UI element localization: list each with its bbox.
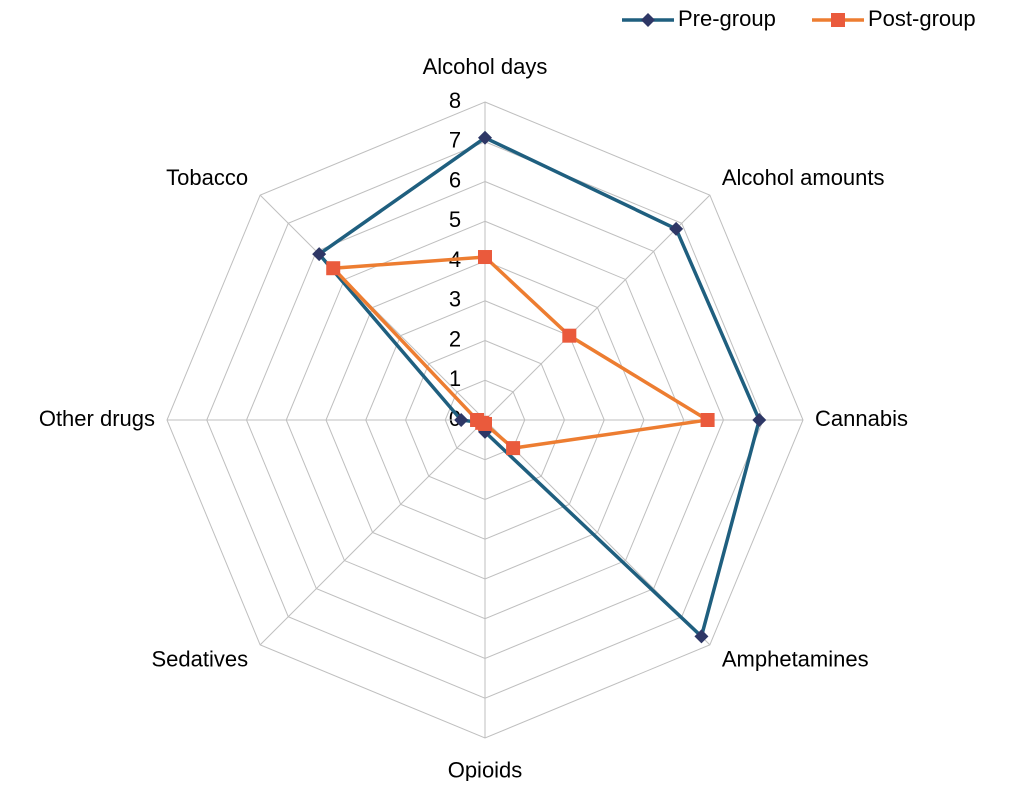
legend-label: Post-group: [868, 6, 976, 31]
tick-label: 1: [449, 366, 461, 391]
marker: [669, 221, 684, 236]
tick-label: 2: [449, 326, 461, 351]
marker: [326, 261, 341, 276]
category-label: Tobacco: [166, 165, 248, 190]
category-label: Alcohol amounts: [722, 165, 885, 190]
marker: [478, 130, 492, 145]
marker: [454, 413, 469, 427]
marker: [470, 413, 485, 427]
marker: [312, 247, 327, 262]
marker: [562, 328, 577, 343]
marker: [478, 250, 492, 265]
tick-label: 0: [449, 406, 461, 431]
category-label: Opioids: [448, 758, 523, 781]
marker: [694, 629, 709, 644]
tick-label: 6: [449, 167, 461, 192]
category-label: Amphetamines: [722, 647, 869, 672]
category-label: Sedatives: [152, 647, 249, 672]
tick-label: 8: [449, 88, 461, 113]
series-line: [329, 255, 713, 450]
category-label: Cannabis: [815, 406, 908, 431]
legend-marker: [831, 13, 845, 27]
marker: [700, 413, 715, 427]
tick-label: 3: [449, 287, 461, 312]
marker: [752, 413, 767, 427]
spoke: [484, 194, 711, 421]
legend-marker: [641, 13, 655, 27]
series-line: [316, 135, 762, 640]
spoke: [259, 419, 486, 646]
category-label: Alcohol days: [423, 54, 548, 79]
tick-label: 7: [449, 128, 461, 153]
category-label: Other drugs: [39, 406, 155, 431]
marker: [506, 441, 521, 456]
legend-label: Pre-group: [678, 6, 776, 31]
tick-label: 5: [449, 207, 461, 232]
